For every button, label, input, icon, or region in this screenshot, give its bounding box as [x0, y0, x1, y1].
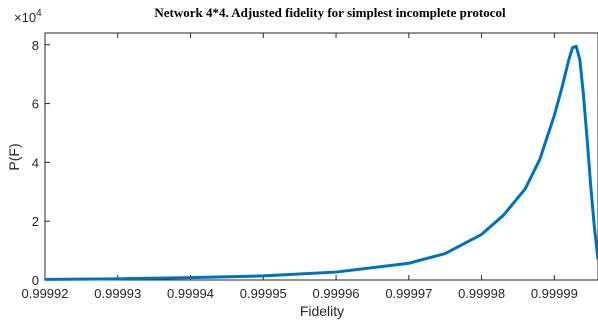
x-tick-label: 0.99992	[22, 286, 69, 301]
x-tick-label: 0.99997	[385, 286, 432, 301]
x-tick-label: 0.99995	[240, 286, 287, 301]
axes-box	[44, 32, 598, 281]
y-tick-label: 0	[32, 273, 39, 288]
y-multiplier: ×104	[14, 8, 42, 25]
y-tick-label: 8	[32, 38, 39, 53]
x-tick-label: 0.99996	[313, 286, 360, 301]
chart-title: Network 4*4. Adjusted fidelity for simpl…	[154, 5, 506, 20]
x-tick-label: 0.99994	[167, 286, 214, 301]
y-tick-label: 2	[32, 214, 39, 229]
line-series	[44, 44, 598, 281]
y-tick-label: 4	[32, 155, 39, 170]
x-axis-label: Fidelity	[300, 303, 344, 319]
y-axis-label: P(F)	[6, 143, 22, 170]
y-multiplier-exponent: 4	[36, 8, 42, 19]
y-multiplier-base: ×10	[14, 10, 36, 25]
x-tick-label: 0.99998	[458, 286, 505, 301]
x-tick-label: 0.99993	[94, 286, 141, 301]
y-tick-label: 6	[32, 97, 39, 112]
x-tick-label: 0.99999	[531, 286, 578, 301]
